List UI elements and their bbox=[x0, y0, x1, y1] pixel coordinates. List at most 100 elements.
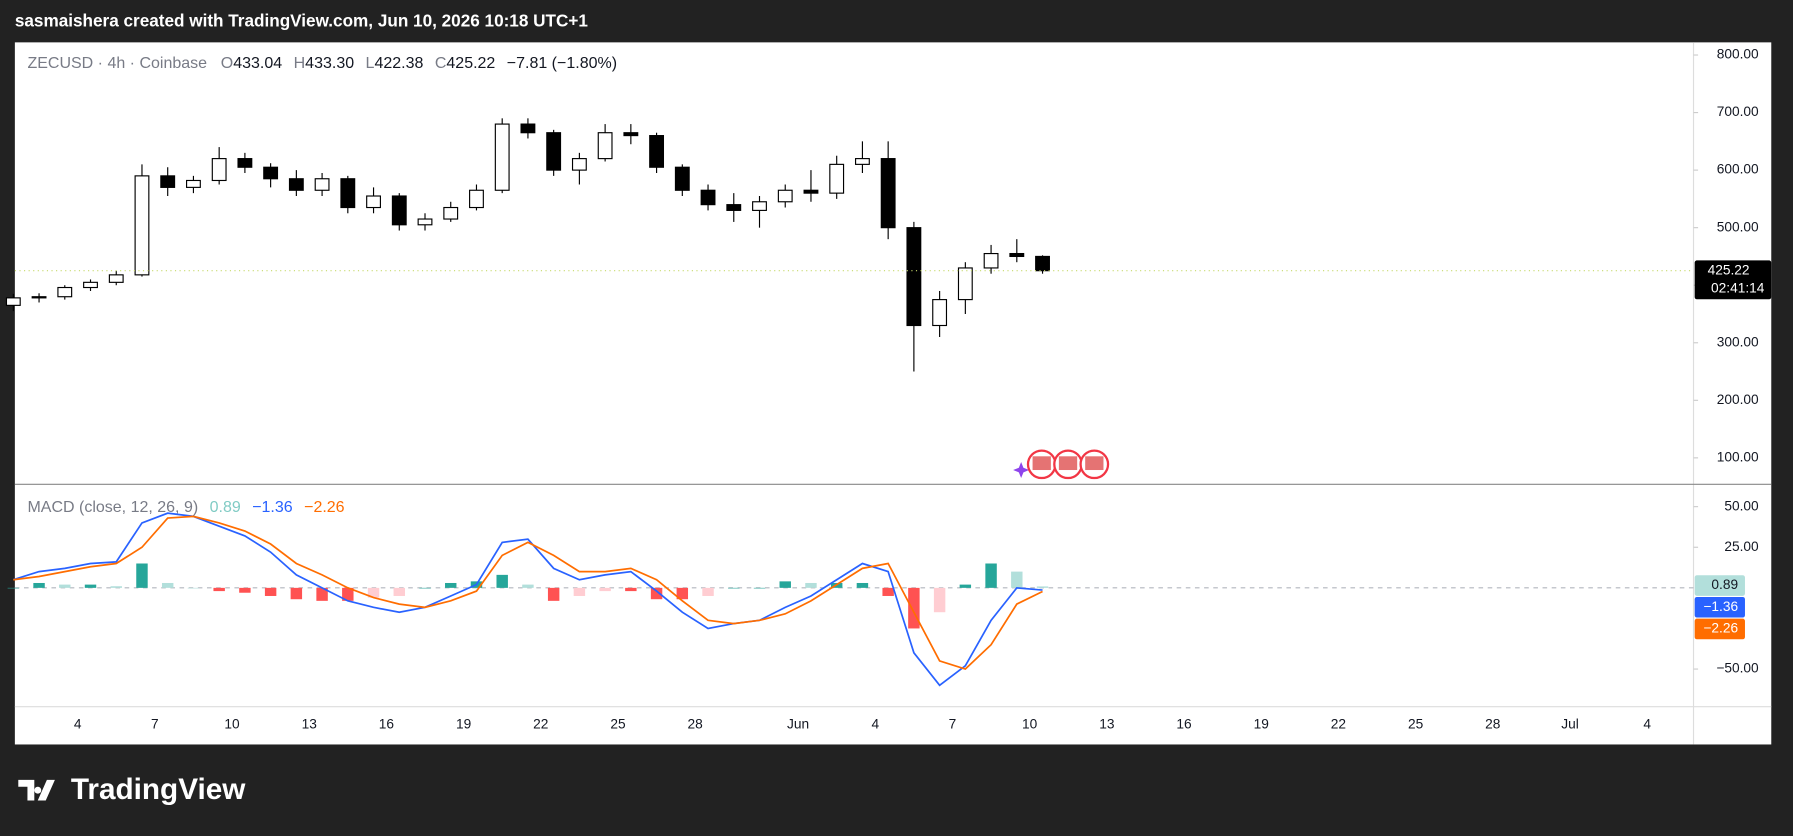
x-tick-label: 13 bbox=[1099, 717, 1115, 732]
candle-body bbox=[1009, 252, 1025, 258]
value-tag-label: 0.89 bbox=[1711, 577, 1738, 592]
y-tick-label: 500.00 bbox=[1717, 219, 1759, 234]
histogram-bar bbox=[496, 574, 508, 588]
histogram-bar bbox=[959, 584, 972, 588]
candle-body bbox=[494, 123, 510, 191]
sparkle-icon bbox=[1013, 462, 1030, 479]
histogram-bar bbox=[187, 587, 200, 589]
candle-body bbox=[31, 296, 47, 299]
histogram-bar bbox=[264, 587, 277, 596]
candle-body bbox=[957, 267, 973, 301]
candle-body bbox=[854, 158, 870, 165]
x-tick-label: 4 bbox=[871, 717, 879, 732]
y-tick-label: −50.00 bbox=[1716, 661, 1759, 676]
value-tag-label: −1.36 bbox=[1703, 599, 1738, 614]
candle-body bbox=[906, 227, 922, 327]
y-tick-label: 300.00 bbox=[1717, 334, 1759, 349]
histogram-bar bbox=[933, 587, 946, 613]
indicator-value: −2.26 bbox=[304, 499, 345, 516]
histogram-bar bbox=[779, 581, 791, 588]
candle-body bbox=[1035, 255, 1050, 272]
ohlc-label: H bbox=[294, 55, 306, 72]
ohlc-label: O bbox=[221, 55, 233, 72]
candle-body bbox=[288, 178, 304, 191]
x-tick-label: 4 bbox=[74, 717, 82, 732]
value-tag bbox=[1694, 575, 1745, 596]
indicator-title: MACD (close, 12, 26, 9) bbox=[27, 499, 198, 516]
histogram-bar bbox=[728, 587, 740, 589]
candle-body bbox=[726, 204, 742, 211]
ohlc-value: 433.04 bbox=[233, 55, 282, 72]
countdown: 02:41:14 bbox=[1711, 281, 1765, 296]
flag bbox=[1032, 456, 1051, 471]
indicator-value: −1.36 bbox=[252, 499, 293, 516]
x-tick-label: 25 bbox=[610, 717, 626, 732]
histogram-bar bbox=[908, 587, 920, 629]
y-tick-label: 100.00 bbox=[1717, 449, 1759, 464]
candle-body bbox=[700, 189, 716, 206]
histogram-bar bbox=[419, 587, 431, 589]
candle-body bbox=[417, 218, 433, 226]
x-tick-label: Jun bbox=[787, 717, 809, 732]
x-tick-label: 25 bbox=[1408, 717, 1424, 732]
candle-body bbox=[57, 286, 73, 298]
candle-body bbox=[366, 195, 381, 209]
histogram-bar bbox=[239, 587, 251, 593]
chart-area bbox=[14, 42, 1772, 745]
y-tick-label: 25.00 bbox=[1724, 539, 1759, 554]
candle-body bbox=[829, 163, 845, 194]
histogram-bar bbox=[367, 587, 380, 598]
symbol: ZECUSD · 4h · Coinbase bbox=[27, 55, 207, 72]
x-tick-label: 7 bbox=[151, 717, 159, 732]
ohlc-label: C bbox=[435, 55, 447, 72]
x-tick-label: 10 bbox=[224, 717, 240, 732]
candle-body bbox=[803, 189, 819, 194]
candle-body bbox=[571, 158, 587, 171]
candle-body bbox=[520, 123, 536, 134]
change: −7.81 (−1.80%) bbox=[507, 55, 617, 72]
histogram-bar bbox=[805, 582, 817, 588]
histogram-bar bbox=[753, 587, 766, 589]
indicator-legend: MACD (close, 12, 26, 9) 0.89 −1.36 −2.26 bbox=[27, 499, 344, 516]
brand: TradingView bbox=[71, 773, 246, 806]
histogram-bar bbox=[599, 587, 611, 592]
ohlc-label: L bbox=[366, 55, 375, 72]
x-tick-label: Jul bbox=[1561, 717, 1579, 732]
histogram-bar bbox=[985, 563, 997, 588]
candle-body bbox=[263, 166, 279, 180]
ohlc-value: 425.22 bbox=[446, 55, 495, 72]
price-tag-value: 425.22 bbox=[1708, 262, 1750, 277]
ohlc-value: 422.38 bbox=[374, 55, 423, 72]
candle-body bbox=[5, 297, 21, 306]
x-tick-label: 22 bbox=[533, 717, 548, 732]
y-tick-label: 800.00 bbox=[1717, 47, 1759, 62]
candle-body bbox=[752, 201, 767, 211]
histogram-bar bbox=[59, 584, 71, 588]
header: sasmaishera created with TradingView.com… bbox=[15, 10, 589, 30]
histogram-bar bbox=[547, 587, 560, 601]
candle-body bbox=[649, 135, 665, 168]
histogram-bar bbox=[316, 587, 328, 601]
histogram-bar bbox=[522, 584, 534, 588]
x-tick-label: 16 bbox=[379, 717, 395, 732]
flag bbox=[1085, 456, 1104, 471]
candle-body bbox=[186, 179, 201, 188]
histogram-bar bbox=[650, 587, 663, 600]
histogram-bar bbox=[445, 582, 457, 588]
indicator-value: 0.89 bbox=[210, 499, 241, 516]
candle-body bbox=[623, 132, 639, 137]
histogram-bar bbox=[856, 582, 869, 588]
x-tick-label: 22 bbox=[1331, 717, 1346, 732]
candle-body bbox=[597, 132, 613, 160]
histogram-bar bbox=[702, 587, 714, 596]
candle-body bbox=[880, 158, 896, 229]
candle-body bbox=[314, 178, 330, 191]
macd-line bbox=[13, 515, 1043, 671]
x-tick-label: 4 bbox=[1643, 717, 1651, 732]
x-tick-label: 28 bbox=[688, 717, 704, 732]
y-tick-label: 700.00 bbox=[1717, 104, 1759, 119]
logo: TradingView bbox=[18, 773, 246, 806]
histogram-bar bbox=[136, 563, 148, 588]
histogram-bar bbox=[1011, 571, 1023, 588]
